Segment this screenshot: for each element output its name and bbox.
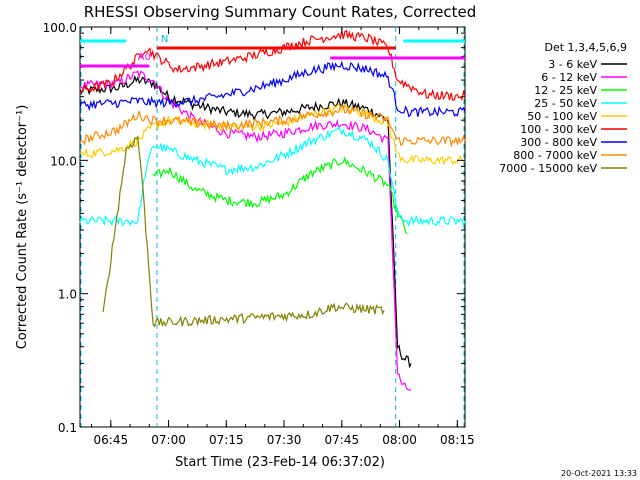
legend-label-2: 12 - 25 keV [534,84,597,97]
x-axis-label: Start Time (23-Feb-14 06:37:02) [175,455,385,470]
legend-label-6: 300 - 800 keV [520,136,597,149]
y-tick-label: 10.0 [50,154,77,168]
timestamp: 20-Oct-2021 13:33 [561,469,637,478]
series-line-8 [102,135,385,328]
x-tick-label: 06:45 [94,433,129,447]
legend-label-4: 50 - 100 keV [527,110,597,123]
x-tick-label: 08:15 [440,433,475,447]
marker-label-0: N [161,34,168,45]
series-line-1 [79,70,412,391]
x-tick-label: 07:45 [325,433,360,447]
x-tick-label: 07:00 [151,433,186,447]
marker-label-1: A0 [138,52,151,63]
series-line-5 [79,29,466,101]
legend-label-3: 25 - 50 keV [534,97,597,110]
series-line-4 [79,102,466,166]
legend-title: Det 1,3,4,5,6,9 [544,41,627,54]
y-tick-label: 0.1 [58,421,77,435]
x-tick-label: 07:15 [209,433,244,447]
legend-label-7: 800 - 7000 keV [513,149,597,162]
legend-label-5: 100 - 300 keV [520,123,597,136]
legend-label-8: 7000 - 15000 keV [499,162,597,175]
series-line-7 [79,104,466,148]
series-line-6 [79,60,466,118]
plot-area [79,26,466,428]
series-line-2 [152,156,408,235]
y-axis-label: Corrected Count Rate (s⁻¹ detector⁻¹) [15,105,30,350]
axis-ticks: 06:45 07:00 07:15 07:30 07:45 08:00 08:15 0.1 1.… [43,21,475,447]
x-tick-label: 08:00 [382,433,417,447]
x-tick-label: 07:30 [267,433,302,447]
y-tick-label: 1.0 [58,288,77,302]
y-tick-label: 100.0 [43,21,77,35]
series-line-0 [79,74,412,369]
series-line-3 [79,126,466,228]
series-lines [79,29,466,391]
legend-label-0: 3 - 6 keV [548,58,597,71]
marker-labels: N A0 [80,34,465,68]
chart-title: RHESSI Observing Summary Count Rates, Co… [84,3,477,21]
legend-label-1: 6 - 12 keV [541,71,597,84]
